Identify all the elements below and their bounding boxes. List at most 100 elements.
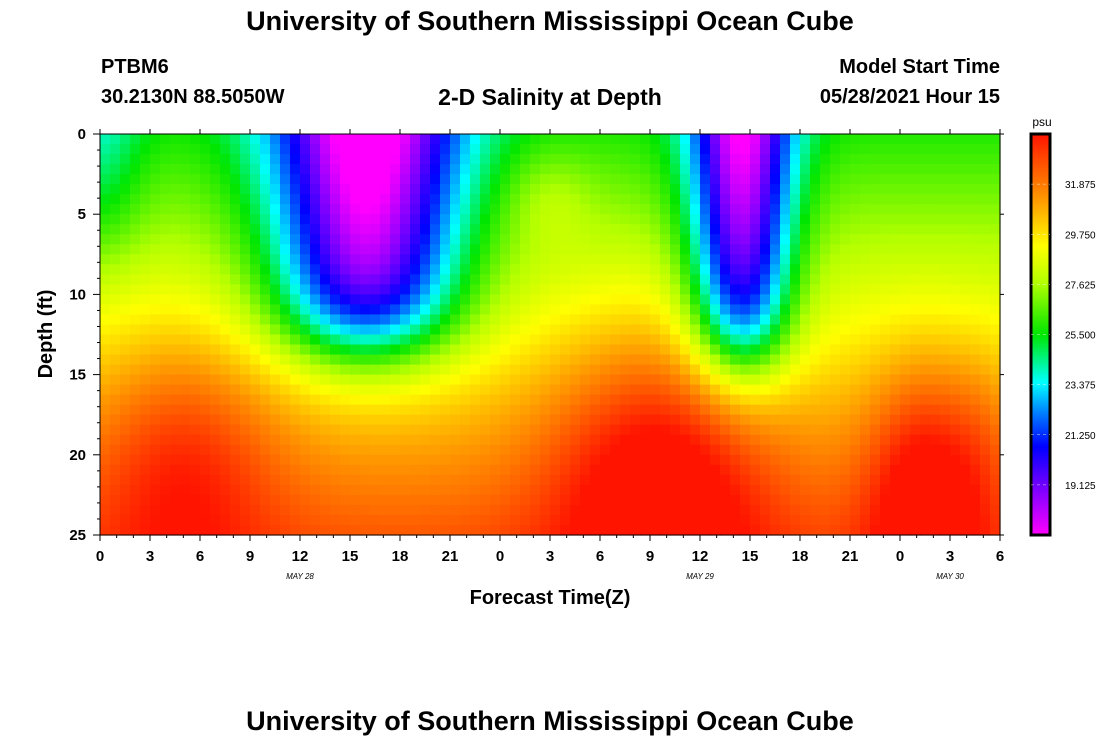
heatmap-cell [240,224,251,235]
heatmap-cell [210,464,221,476]
heatmap-cell [920,184,931,195]
heatmap-cell [780,344,791,356]
heatmap-cell [160,274,171,285]
heatmap-cell [580,174,591,185]
heatmap-cell [910,134,921,145]
heatmap-cell [700,224,711,235]
heatmap-cell [820,154,831,165]
heatmap-cell [690,334,701,346]
heatmap-cell [680,224,691,235]
heatmap-cell [460,474,471,486]
heatmap-cell [470,464,481,476]
heatmap-cell [680,374,691,386]
heatmap-cell [770,294,781,306]
heatmap-cell [410,214,421,225]
heatmap-cell [900,314,911,326]
heatmap-cell [340,234,351,245]
heatmap-cell [470,414,481,426]
heatmap-cell [270,254,281,265]
heatmap-cell [370,484,381,496]
heatmap-cell [730,464,741,476]
heatmap-cell [490,514,501,526]
heatmap-cell [970,524,981,536]
heatmap-cell [670,484,681,496]
heatmap-cell [860,164,871,175]
heatmap-cell [990,154,1001,165]
heatmap-cell [620,134,631,145]
heatmap-cell [530,414,541,426]
heatmap-cell [770,484,781,496]
x-tick-label: 21 [442,548,459,565]
heatmap-cell [470,204,481,215]
heatmap-cell [910,454,921,466]
heatmap-cell [120,224,131,235]
heatmap-cell [210,364,221,376]
heatmap-cell [630,374,641,386]
heatmap-cell [960,144,971,155]
heatmap-cell [780,494,791,506]
heatmap-cell [790,364,801,376]
heatmap-cell [960,284,971,296]
heatmap-cell [820,464,831,476]
heatmap-cell [160,494,171,506]
heatmap-cell [980,494,991,506]
heatmap-cell [730,264,741,275]
heatmap-cell [760,204,771,215]
heatmap-cell [140,234,151,245]
heatmap-cell [160,464,171,476]
heatmap-cell [360,204,371,215]
heatmap-cell [100,304,111,316]
heatmap-cell [720,154,731,165]
heatmap-cell [800,324,811,336]
heatmap-cell [580,424,591,436]
heatmap-cell [160,374,171,386]
heatmap-cell [760,364,771,376]
heatmap-cell [520,294,531,306]
heatmap-cell [600,494,611,506]
heatmap-cell [660,174,671,185]
heatmap-cell [720,434,731,446]
heatmap-cell [780,484,791,496]
heatmap-cell [580,394,591,406]
heatmap-cell [170,524,181,536]
heatmap-cell [460,224,471,235]
heatmap-cell [620,264,631,275]
heatmap-cell [880,164,891,175]
heatmap-cell [110,474,121,486]
heatmap-cell [150,254,161,265]
heatmap-cell [200,504,211,516]
heatmap-cell [250,174,261,185]
heatmap-cell [500,304,511,316]
heatmap-cell [360,524,371,536]
heatmap-cell [750,434,761,446]
heatmap-cell [400,134,411,145]
heatmap-cell [920,454,931,466]
heatmap-cell [550,314,561,326]
heatmap-cell [390,374,401,386]
heatmap-cell [770,284,781,296]
heatmap-cell [470,304,481,316]
heatmap-cell [120,244,131,255]
heatmap-cell [620,244,631,255]
heatmap-cell [450,174,461,185]
heatmap-cell [650,174,661,185]
heatmap-cell [740,324,751,336]
heatmap-cell [390,524,401,536]
heatmap-cell [710,224,721,235]
heatmap-cell [450,464,461,476]
heatmap-cell [580,474,591,486]
heatmap-cell [780,374,791,386]
heatmap-cell [120,494,131,506]
heatmap-cell [350,214,361,225]
heatmap-cell [390,264,401,275]
heatmap-cell [200,134,211,145]
heatmap-cell [410,474,421,486]
heatmap-cell [810,354,821,366]
heatmap-cell [610,444,621,456]
heatmap-cell [970,134,981,145]
heatmap-cell [680,294,691,306]
heatmap-cell [170,274,181,285]
x-tick-label: 21 [842,548,859,565]
heatmap-cell [630,284,641,296]
heatmap-cell [180,444,191,456]
